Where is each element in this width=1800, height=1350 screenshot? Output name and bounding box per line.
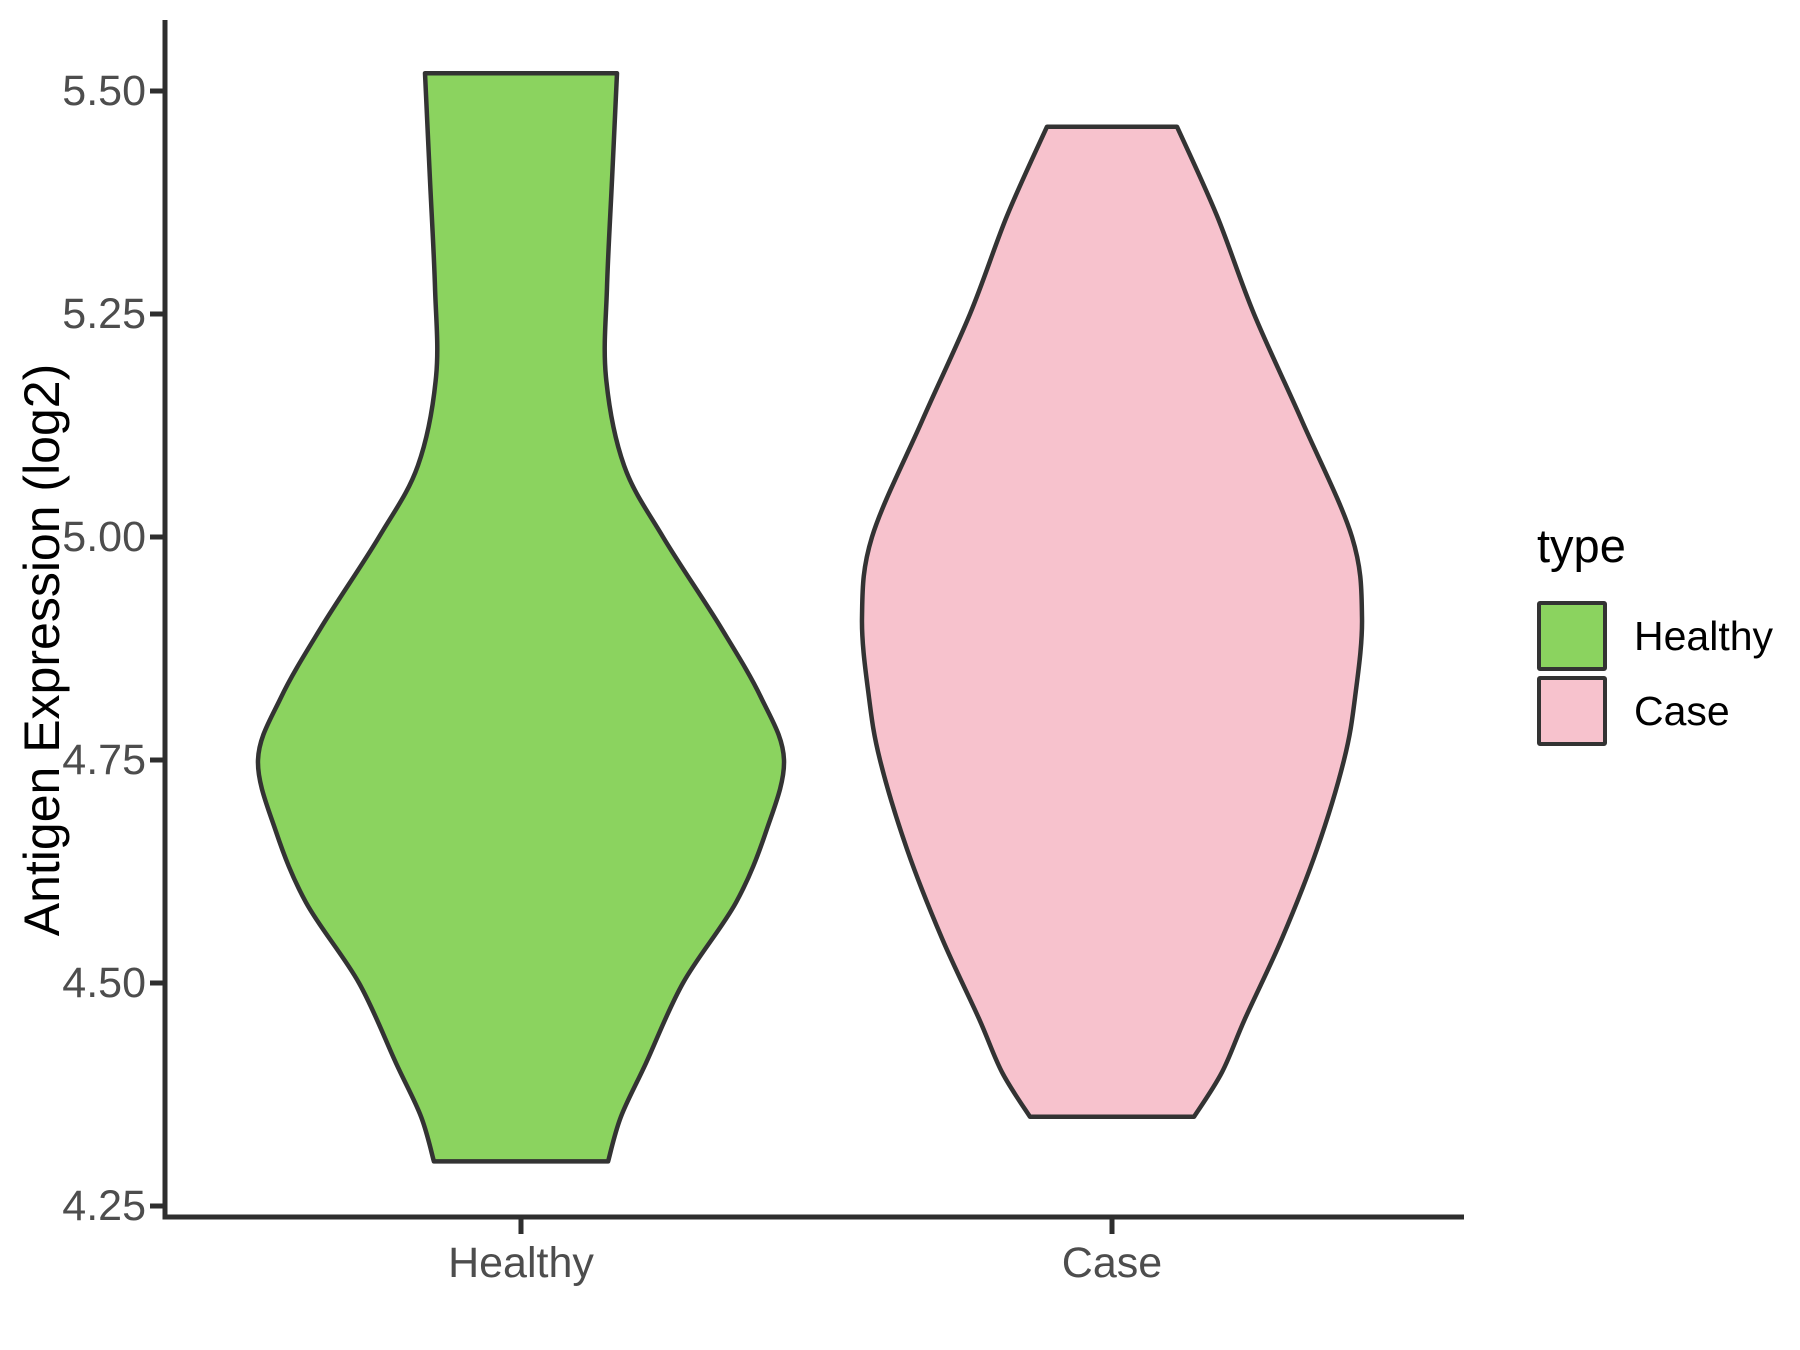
violin-healthy — [255, 70, 787, 1164]
tick-marks — [150, 88, 1115, 1234]
legend-entry-healthy: Healthy — [1537, 601, 1773, 671]
legend-entry-case: Case — [1537, 676, 1773, 746]
y-tick-label: 4.75 — [62, 736, 146, 784]
x-tick-label: Healthy — [448, 1239, 594, 1287]
x-tick-label: Case — [1061, 1239, 1163, 1287]
y-tick-label: 5.50 — [62, 67, 146, 115]
legend-label-case: Case — [1634, 687, 1730, 734]
y-tick-label: 4.50 — [62, 959, 146, 1007]
legend-label-healthy: Healthy — [1634, 612, 1774, 659]
legend-swatch-healthy-icon — [1537, 601, 1607, 671]
y-axis-title: Antigen Expression (log2) — [14, 363, 70, 937]
legend-swatch-case-icon — [1537, 676, 1607, 746]
y-tick-label: 5.25 — [62, 290, 146, 338]
legend: type Healthy Case — [1537, 518, 1773, 751]
violin-case — [859, 124, 1365, 1120]
violin-shapes — [255, 70, 1365, 1164]
y-tick-label: 5.00 — [62, 513, 146, 561]
legend-title: type — [1537, 519, 1626, 572]
y-tick-label: 4.25 — [62, 1182, 146, 1230]
